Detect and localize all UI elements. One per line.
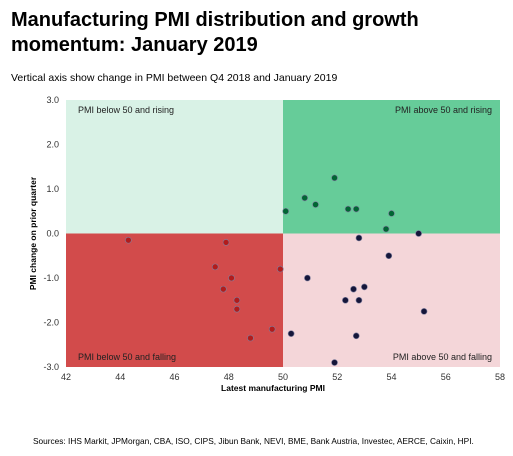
data-point xyxy=(282,207,290,215)
data-point xyxy=(342,296,349,304)
data-point xyxy=(331,359,338,366)
x-tick-label: 42 xyxy=(61,372,71,382)
data-point xyxy=(331,174,338,182)
data-point xyxy=(312,201,319,208)
data-point xyxy=(388,210,395,217)
scatter-chart: 3.0 2.0 1.0 0.0 -1.0 -2.0 -3.0 42 44 46 48 50 52 54 5… xyxy=(28,95,505,393)
quadrant-label-above50-rising: PMI above 50 and rising xyxy=(395,105,492,115)
y-axis-ticks: 3.0 2.0 1.0 0.0 -1.0 -2.0 -3.0 xyxy=(43,95,59,372)
x-axis-ticks: 42 44 46 48 50 52 54 56 58 xyxy=(61,372,505,382)
y-tick-label: 3.0 xyxy=(46,95,59,105)
data-point xyxy=(268,325,276,333)
data-point xyxy=(233,296,241,304)
data-points xyxy=(125,174,428,366)
data-point xyxy=(361,283,368,291)
chart-subtitle: Vertical axis show change in PMI between… xyxy=(11,72,338,84)
data-point xyxy=(352,332,360,340)
data-point xyxy=(301,194,309,202)
chart-title: Manufacturing PMI distribution and growt… xyxy=(11,9,419,56)
data-point xyxy=(344,205,352,213)
data-point xyxy=(222,239,230,246)
data-point xyxy=(350,285,357,293)
y-tick-label: 0.0 xyxy=(46,229,59,239)
source-note: Sources: IHS Markit, JPMorgan, CBA, ISO,… xyxy=(33,436,474,446)
data-point xyxy=(125,236,132,244)
x-axis-label: Latest manufacturing PMI xyxy=(221,383,325,393)
x-tick-label: 58 xyxy=(495,372,505,382)
y-tick-label: 2.0 xyxy=(46,140,59,150)
data-point xyxy=(247,334,254,342)
data-point xyxy=(304,274,311,282)
y-axis-label: PMI change on prior quarter xyxy=(28,176,38,290)
x-tick-label: 46 xyxy=(169,372,179,382)
x-tick-label: 52 xyxy=(332,372,342,382)
quadrant-below50-rising xyxy=(66,100,283,234)
data-point xyxy=(415,230,422,237)
data-point xyxy=(420,308,428,315)
data-point xyxy=(352,205,360,213)
quadrant-label-below50-rising: PMI below 50 and rising xyxy=(78,105,174,115)
quadrant-label-below50-falling: PMI below 50 and falling xyxy=(78,352,176,362)
quadrant-below50-falling xyxy=(66,233,283,367)
data-point xyxy=(276,265,284,273)
x-tick-label: 50 xyxy=(278,372,288,382)
data-point xyxy=(385,252,393,260)
x-tick-label: 48 xyxy=(224,372,234,382)
x-tick-label: 56 xyxy=(441,372,451,382)
y-tick-label: -1.0 xyxy=(43,273,59,283)
x-tick-label: 44 xyxy=(115,372,125,382)
data-point xyxy=(220,285,227,293)
data-point xyxy=(211,263,219,271)
quadrant-label-above50-falling: PMI above 50 and falling xyxy=(393,352,492,362)
y-tick-label: 1.0 xyxy=(46,184,59,194)
quadrant-above50-falling xyxy=(283,233,500,367)
y-tick-label: -2.0 xyxy=(43,318,59,328)
data-point xyxy=(287,330,295,337)
x-tick-label: 54 xyxy=(386,372,396,382)
y-tick-label: -3.0 xyxy=(43,362,59,372)
data-point xyxy=(382,225,390,233)
data-point xyxy=(233,305,241,313)
data-point xyxy=(355,296,363,304)
data-point xyxy=(355,234,363,242)
data-point xyxy=(228,274,235,282)
